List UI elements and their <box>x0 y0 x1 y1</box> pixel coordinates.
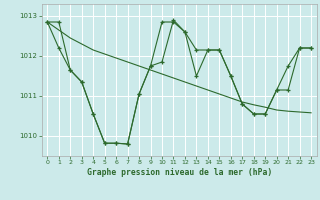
X-axis label: Graphe pression niveau de la mer (hPa): Graphe pression niveau de la mer (hPa) <box>87 168 272 177</box>
